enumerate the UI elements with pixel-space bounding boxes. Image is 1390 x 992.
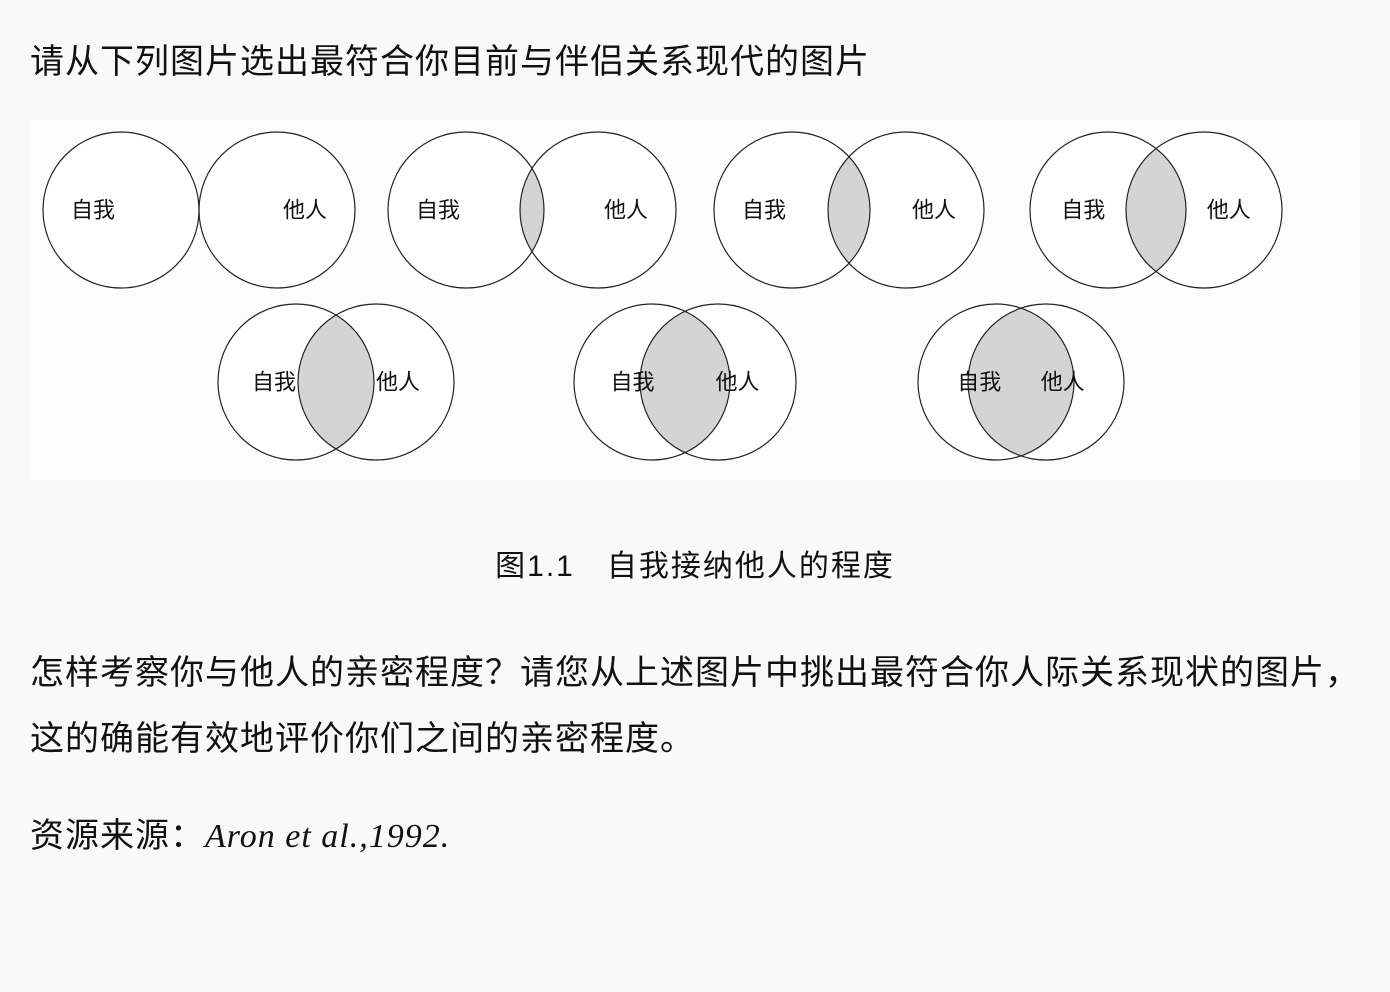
venn-pair[interactable]: 自我 他人 [1030, 132, 1282, 288]
label-self: 自我 [1061, 198, 1105, 223]
venn-circle-other [199, 132, 355, 288]
source-label: 资源来源： [30, 818, 205, 855]
venn-scale-svg: 自我他人自我他人自我他人自我他人自我他人自我他人自我他人 [31, 120, 1359, 480]
label-other: 他人 [1041, 370, 1085, 395]
page-root: 请从下列图片选出最符合你目前与伴侣关系现代的图片 自我他人自我他人自我他人自我他… [0, 0, 1390, 992]
label-self: 自我 [252, 370, 296, 395]
label-other: 他人 [283, 198, 327, 223]
venn-circle-self [43, 132, 199, 288]
label-other: 他人 [604, 198, 648, 223]
figure-caption: 图1.1 自我接纳他人的程度 [30, 541, 1360, 585]
venn-pair[interactable]: 自我 他人 [714, 132, 984, 288]
venn-pair[interactable]: 自我 他人 [218, 304, 454, 460]
source-citation: Aron et al.,1992. [205, 818, 450, 855]
venn-pair[interactable]: 自我 他人 [388, 132, 676, 288]
label-self: 自我 [610, 370, 654, 395]
label-self: 自我 [742, 198, 786, 223]
label-other: 他人 [716, 370, 760, 395]
label-other: 他人 [912, 198, 956, 223]
label-self: 自我 [957, 370, 1001, 395]
venn-pair[interactable]: 自我 他人 [43, 132, 355, 288]
instruction-text: 请从下列图片选出最符合你目前与伴侣关系现代的图片 [30, 34, 1360, 83]
label-self: 自我 [416, 198, 460, 223]
label-other: 他人 [376, 370, 420, 395]
source-line: 资源来源：Aron et al.,1992. [30, 808, 1360, 857]
explanatory-paragraph: 怎样考察你与他人的亲密程度？请您从上述图片中挑出最符合你人际关系现状的图片，这的… [30, 641, 1360, 774]
ios-diagram-panel: 自我他人自我他人自我他人自我他人自我他人自我他人自我他人 [30, 119, 1360, 481]
venn-pair[interactable]: 自我 他人 [918, 304, 1124, 460]
venn-pair[interactable]: 自我 他人 [574, 304, 796, 460]
label-self: 自我 [71, 198, 115, 223]
label-other: 他人 [1207, 198, 1251, 223]
